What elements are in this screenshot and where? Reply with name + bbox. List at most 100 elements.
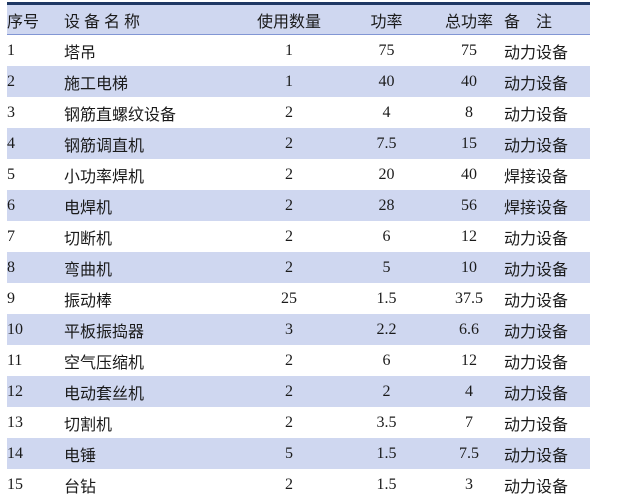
table-cell-power: 4 <box>382 103 391 121</box>
table-cell-index: 14 <box>7 438 64 469</box>
table-cell-index: 11 <box>7 351 23 369</box>
table-row: 4 钢筋调直机 2 7.5 15 动力设备 <box>7 128 590 159</box>
table-cell-remark: 动力设备 <box>504 438 590 469</box>
table-cell-remark: 动力设备 <box>504 314 590 345</box>
table-cell-power: 7.5 <box>339 128 434 159</box>
table-cell-total_power: 75 <box>461 41 477 59</box>
table-cell-index: 6 <box>7 190 64 221</box>
table-cell-total_power: 7 <box>465 413 473 431</box>
header-row: 序号设 备 名 称使用数量 功率 总功率备 注 <box>7 3 590 35</box>
table-cell-power: 6 <box>382 227 391 245</box>
table-cell-name: 塔吊 <box>64 44 97 62</box>
table-row: 9 振动棒 25 1.5 37.5 动力设备 <box>7 283 590 314</box>
table-cell-index: 2 <box>7 66 64 97</box>
table-cell-index: 5 <box>7 165 15 183</box>
table-cell-power: 20 <box>378 165 395 183</box>
table-row: 7 切断机 2 6 12 动力设备 <box>7 221 590 252</box>
table-cell-index: 9 <box>7 289 15 307</box>
table-cell-total_power: 37.5 <box>455 289 483 307</box>
table-row: 8 弯曲机 2 5 10 动力设备 <box>7 252 590 283</box>
table-cell-total_power: 56 <box>434 190 504 221</box>
table-cell-index: 10 <box>7 314 64 345</box>
table-cell-name: 钢筋调直机 <box>64 128 239 159</box>
table-cell-quantity: 2 <box>285 227 293 245</box>
table-cell-quantity: 2 <box>285 165 293 183</box>
table-cell-index: 15 <box>7 475 23 493</box>
table-cell-quantity: 2 <box>285 413 293 431</box>
column-header-index: 序号 <box>7 3 64 35</box>
table-cell-quantity: 2 <box>285 103 293 121</box>
table-cell-quantity: 5 <box>239 438 339 469</box>
table-cell-index: 7 <box>7 227 15 245</box>
table-cell-total_power: 6.6 <box>434 314 504 345</box>
table-cell-quantity: 2 <box>239 190 339 221</box>
table-cell-name: 钢筋直螺纹设备 <box>64 106 177 124</box>
table-cell-name: 平板振捣器 <box>64 314 239 345</box>
table-cell-remark: 动力设备 <box>504 106 569 124</box>
table-cell-remark: 动力设备 <box>504 354 569 372</box>
table-cell-name: 电焊机 <box>64 190 239 221</box>
table-cell-remark: 动力设备 <box>504 252 590 283</box>
table-cell-name: 施工电梯 <box>64 66 239 97</box>
table-cell-name: 切割机 <box>64 416 113 434</box>
table-cell-power: 40 <box>339 66 434 97</box>
table-cell-total_power: 4 <box>434 376 504 407</box>
table-cell-name: 电动套丝机 <box>64 376 239 407</box>
table-row: 3 钢筋直螺纹设备 2 4 8 动力设备 <box>7 97 590 128</box>
table-row: 11 空气压缩机 2 6 12 动力设备 <box>7 345 590 376</box>
column-header-name: 设 备 名 称 <box>64 3 239 35</box>
table-cell-total_power: 10 <box>434 252 504 283</box>
table-cell-power: 2 <box>339 376 434 407</box>
table-cell-index: 8 <box>7 252 64 283</box>
table-cell-power: 1.5 <box>376 289 397 307</box>
table-cell-name: 弯曲机 <box>64 252 239 283</box>
table-row: 6 电焊机 2 28 56 焊接设备 <box>7 190 590 221</box>
table-cell-name: 切断机 <box>64 230 113 248</box>
table-cell-remark: 动力设备 <box>504 376 590 407</box>
column-header-power: 功率 <box>339 3 434 35</box>
equipment-table: 序号设 备 名 称使用数量 功率 总功率备 注 1 塔吊 1 75 75 动力设备 2 施工电梯 1… <box>7 2 590 500</box>
table-cell-quantity: 2 <box>239 128 339 159</box>
table-row: 1 塔吊 1 75 75 动力设备 <box>7 35 590 67</box>
table-cell-total_power: 40 <box>434 66 504 97</box>
table-cell-total_power: 12 <box>461 227 477 245</box>
table-cell-total_power: 12 <box>461 351 477 369</box>
table-cell-total_power: 40 <box>461 165 477 183</box>
table-cell-name: 小功率焊机 <box>64 168 145 186</box>
table-cell-name: 电锤 <box>64 438 239 469</box>
table-cell-power: 1.5 <box>339 438 434 469</box>
table-cell-remark: 动力设备 <box>504 292 569 310</box>
table-cell-remark: 动力设备 <box>504 44 569 62</box>
table-cell-total_power: 7.5 <box>434 438 504 469</box>
table-cell-remark: 动力设备 <box>504 478 569 496</box>
table-cell-power: 75 <box>378 41 395 59</box>
table-row: 13 切割机 2 3.5 7 动力设备 <box>7 407 590 438</box>
column-header-quantity: 使用数量 <box>239 3 339 35</box>
table-cell-power: 1.5 <box>376 475 397 493</box>
table-cell-index: 1 <box>7 41 15 59</box>
table-cell-remark: 动力设备 <box>504 230 569 248</box>
table-cell-total_power: 8 <box>465 103 473 121</box>
table-cell-remark: 焊接设备 <box>504 168 569 186</box>
table-cell-remark: 动力设备 <box>504 128 590 159</box>
table-row: 5 小功率焊机 2 20 40 焊接设备 <box>7 159 590 190</box>
table-cell-quantity: 2 <box>239 252 339 283</box>
table-cell-quantity: 25 <box>281 289 297 307</box>
table-row: 15 台钻 2 1.5 3 动力设备 <box>7 469 590 500</box>
table-cell-quantity: 1 <box>239 66 339 97</box>
table-cell-quantity: 3 <box>239 314 339 345</box>
table-cell-total_power: 3 <box>465 475 473 493</box>
table-cell-quantity: 2 <box>239 376 339 407</box>
table-cell-quantity: 1 <box>285 41 293 59</box>
table-cell-power: 5 <box>339 252 434 283</box>
table-cell-index: 4 <box>7 128 64 159</box>
table-cell-power: 2.2 <box>339 314 434 345</box>
table-cell-index: 12 <box>7 376 64 407</box>
table-cell-power: 6 <box>382 351 391 369</box>
table-cell-power: 28 <box>339 190 434 221</box>
table-row: 12 电动套丝机 2 2 4 动力设备 <box>7 376 590 407</box>
table-cell-index: 3 <box>7 103 15 121</box>
table-cell-name: 空气压缩机 <box>64 354 145 372</box>
table-cell-index: 13 <box>7 413 23 431</box>
